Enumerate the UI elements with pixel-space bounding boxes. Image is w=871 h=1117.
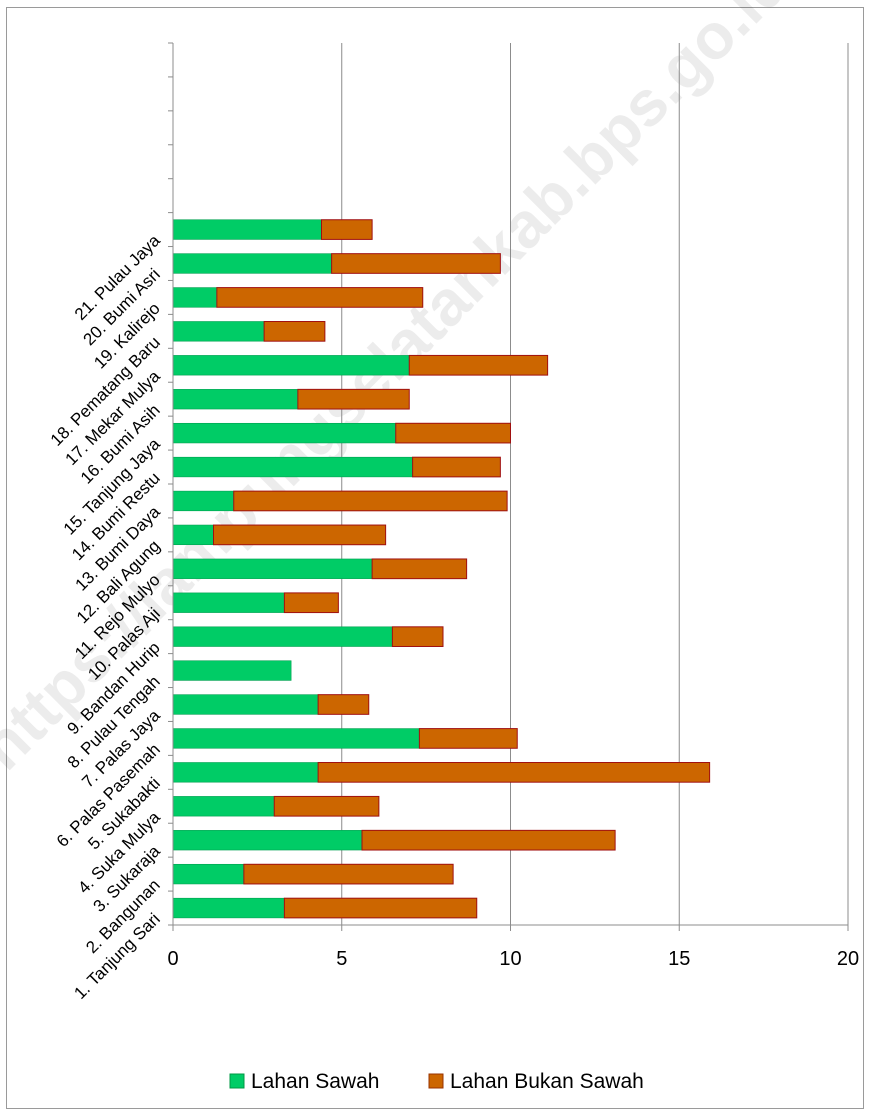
bar-lahan-sawah xyxy=(172,355,410,376)
bar-lahan-bukan-sawah xyxy=(233,490,508,512)
bar-lahan-sawah xyxy=(172,626,393,647)
axes xyxy=(168,42,849,931)
bar-lahan-bukan-sawah xyxy=(317,694,370,715)
x-tick-labels: 0 5 10 15 20 xyxy=(167,948,859,970)
bar-lahan-bukan-sawah xyxy=(213,524,387,546)
bar-lahan-sawah xyxy=(172,660,292,681)
bar-lahan-bukan-sawah xyxy=(331,253,501,274)
bar-lahan-bukan-sawah xyxy=(317,762,711,783)
legend-label-lahan-sawah: Lahan Sawah xyxy=(251,1070,379,1093)
bar-lahan-sawah xyxy=(172,863,245,885)
bar-lahan-bukan-sawah xyxy=(361,829,616,851)
bar-lahan-sawah xyxy=(172,897,285,919)
bar-lahan-bukan-sawah xyxy=(283,897,478,919)
bar-lahan-sawah xyxy=(172,456,413,478)
bar-lahan-sawah xyxy=(172,490,235,512)
bar-lahan-sawah xyxy=(172,728,420,749)
bar-lahan-sawah xyxy=(172,321,265,342)
legend-swatch-lahan-sawah xyxy=(229,1073,245,1089)
bar-lahan-sawah xyxy=(172,253,332,274)
bar-lahan-bukan-sawah xyxy=(321,219,373,240)
bar-lahan-bukan-sawah xyxy=(283,592,339,614)
bar-lahan-sawah xyxy=(172,219,322,240)
x-tick-label: 15 xyxy=(668,948,690,970)
bar-lahan-bukan-sawah xyxy=(243,863,454,885)
bar-lahan-bukan-sawah xyxy=(391,626,444,647)
bar-lahan-bukan-sawah xyxy=(216,287,424,308)
bar-lahan-sawah xyxy=(172,558,373,579)
bar-lahan-sawah xyxy=(172,422,397,444)
legend-swatch-lahan-bukan-sawah xyxy=(428,1073,444,1089)
bar-lahan-bukan-sawah xyxy=(408,354,549,376)
bar-lahan-sawah xyxy=(172,762,319,783)
bar-lahan-sawah xyxy=(172,796,275,817)
bar-lahan-bukan-sawah xyxy=(418,728,518,749)
x-tick-label: 0 xyxy=(167,948,178,970)
bar-lahan-sawah xyxy=(172,592,285,613)
x-tick-label: 20 xyxy=(837,948,859,970)
x-tick-label: 5 xyxy=(336,948,347,970)
legend-label-lahan-bukan-sawah: Lahan Bukan Sawah xyxy=(450,1070,644,1093)
legend: Lahan Sawah Lahan Bukan Sawah xyxy=(229,1070,644,1093)
bar-lahan-bukan-sawah xyxy=(395,422,511,444)
bar-lahan-bukan-sawah xyxy=(371,558,468,580)
bar-lahan-sawah xyxy=(172,694,319,715)
bar-lahan-bukan-sawah xyxy=(297,388,410,410)
bar-lahan-bukan-sawah xyxy=(263,321,326,342)
bar-lahan-sawah xyxy=(172,389,299,410)
bar-lahan-sawah xyxy=(172,524,214,546)
bar-lahan-bukan-sawah xyxy=(273,795,380,817)
bar-lahan-bukan-sawah xyxy=(412,456,501,478)
x-tick-label: 10 xyxy=(499,948,521,970)
bar-lahan-sawah xyxy=(172,830,363,851)
bars xyxy=(172,219,711,919)
bar-lahan-sawah xyxy=(172,287,218,308)
